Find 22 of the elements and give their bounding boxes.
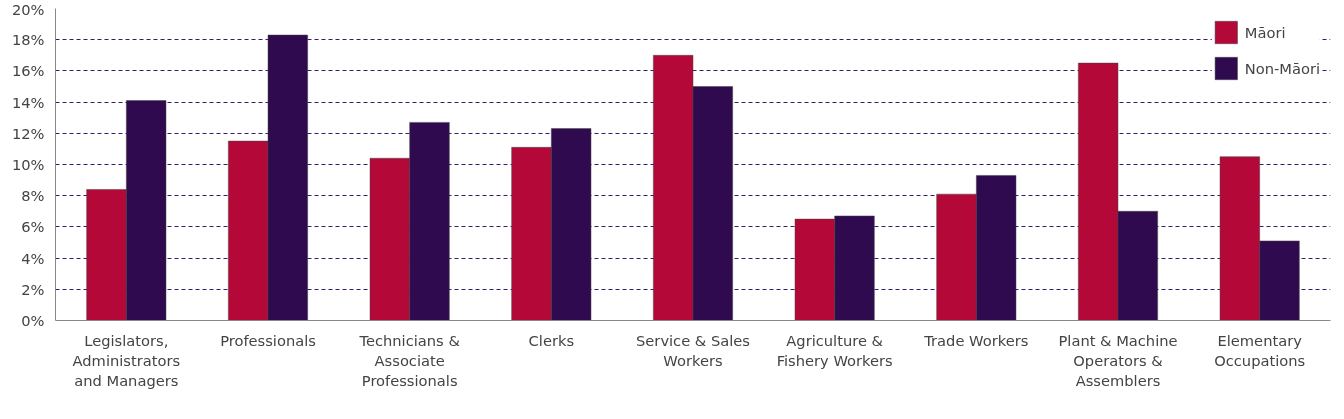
x-tick-label: Plant & Machine Operators & Assemblers bbox=[1058, 331, 1178, 390]
y-tick-label: 0% bbox=[21, 312, 45, 329]
x-tick-label: Service & Sales Workers bbox=[636, 331, 750, 369]
x-tick-label: Professionals bbox=[220, 331, 316, 349]
legend-label: Non-Māori bbox=[1244, 59, 1320, 77]
y-tick-label: 10% bbox=[11, 156, 45, 173]
y-tick-label: 16% bbox=[11, 62, 45, 80]
y-tick-label: 18% bbox=[11, 31, 45, 49]
y-tick-label: 20% bbox=[11, 0, 45, 18]
x-tick-label: Trade Workers bbox=[923, 331, 1029, 349]
x-tick-label: Agriculture & Fishery Workers bbox=[776, 331, 893, 369]
x-tick-label: Technicians & Associate Professionals bbox=[358, 331, 460, 390]
y-tick-label: 6% bbox=[21, 218, 45, 236]
legend-label: Māori bbox=[1244, 23, 1286, 41]
y-tick-label: 2% bbox=[21, 280, 45, 298]
x-tick-label: Legislators, Administrators and Managers bbox=[72, 331, 181, 390]
y-tick-label: 14% bbox=[11, 93, 45, 111]
y-tick-label: 4% bbox=[21, 249, 45, 267]
y-tick-label: 8% bbox=[21, 187, 45, 205]
x-tick-label: Clerks bbox=[528, 331, 575, 349]
x-tick-label: Elementary Occupations bbox=[1214, 331, 1306, 369]
y-tick-label: 12% bbox=[11, 124, 45, 142]
